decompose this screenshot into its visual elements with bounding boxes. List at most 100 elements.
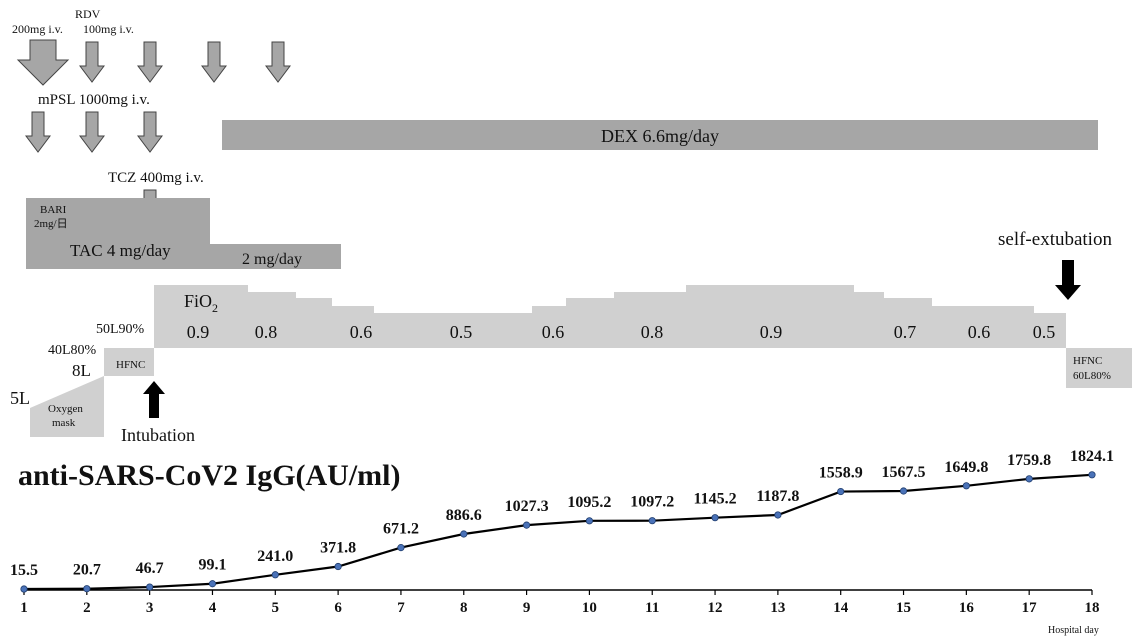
data-point: [20, 585, 28, 593]
o2-50l-label: 50L90%: [96, 322, 145, 337]
x-tick-label: 18: [1085, 600, 1100, 616]
data-label: 20.7: [73, 562, 101, 579]
down-arrow-icon: [137, 111, 163, 153]
oxygen-mask-label: Oxygen: [48, 403, 83, 415]
x-tick-label: 4: [209, 600, 217, 616]
x-tick-label: 9: [523, 600, 531, 616]
fio2-label: FiO2: [184, 291, 218, 315]
fio2-value-label: 0.9: [760, 322, 783, 342]
x-axis-label: Hospital day: [1048, 625, 1099, 636]
x-tick-label: 17: [1022, 600, 1038, 616]
data-point: [146, 583, 154, 591]
x-axis-ticks: 1 2 3 4 5 6 7 8 9 10 11 12 13 14 15 16 17 18: [20, 590, 1100, 616]
data-point: [1088, 471, 1096, 479]
hfnc-end-label: HFNC: [1073, 355, 1102, 367]
mpsl-group: mPSL 1000mg i.v.: [25, 92, 163, 153]
data-label: 1145.2: [693, 491, 736, 508]
data-point: [585, 517, 594, 525]
tac-bar-4mg: [26, 232, 210, 269]
down-arrow-icon: [79, 41, 105, 83]
x-tick-label: 1: [20, 600, 28, 616]
fio2-value-label: 0.9: [187, 322, 210, 342]
x-tick-label: 16: [959, 600, 975, 616]
data-point: [1025, 475, 1033, 483]
fio2-value-label: 0.6: [542, 322, 565, 342]
oxygen-group: 5L 8L 40L80% 50L90% Oxygen mask HFNC FiO…: [10, 229, 1132, 445]
tac-bar-2mg: [210, 244, 341, 269]
data-point: [522, 521, 531, 529]
o2-8l-label: 8L: [72, 361, 91, 380]
data-label: 1759.8: [1007, 452, 1051, 469]
o2-40l-label: 40L80%: [48, 343, 97, 358]
dex-bar: [222, 120, 1098, 150]
fio2-value-label: 0.6: [968, 322, 991, 342]
data-point: [460, 530, 468, 538]
x-tick-label: 7: [397, 600, 405, 616]
data-label: 886.6: [446, 507, 482, 524]
data-label: 1187.8: [756, 488, 799, 505]
x-tick-label: 2: [83, 600, 91, 616]
self-extubation-label: self-extubation: [998, 229, 1112, 250]
fio2-value-label: 0.5: [450, 322, 473, 342]
tcz-label: TCZ 400mg i.v.: [108, 170, 204, 186]
data-point: [83, 585, 91, 593]
fio2-values: 0.9 0.8 0.6 0.5 0.6 0.8 0.9 0.7 0.6 0.5: [187, 322, 1056, 342]
igg-line: [23, 473, 1093, 591]
o2-5l-label: 5L: [10, 388, 30, 408]
rdv-dose-first: 200mg i.v.: [12, 22, 63, 36]
data-label: 1649.8: [944, 459, 988, 476]
down-arrow-icon: [265, 41, 291, 83]
fio2-value-label: 0.7: [894, 322, 917, 342]
tac-label-4mg: TAC 4 mg/day: [70, 241, 171, 260]
data-point: [208, 580, 217, 588]
dex-label: DEX 6.6mg/day: [601, 126, 719, 146]
x-tick-label: 13: [770, 600, 785, 616]
data-point: [648, 517, 656, 525]
data-label: 1097.2: [630, 494, 674, 511]
down-arrow-icon: [201, 41, 227, 83]
fio2-value-label: 0.8: [255, 322, 278, 342]
hfnc-end-area: [1066, 348, 1132, 388]
x-tick-label: 14: [833, 600, 849, 616]
bari-label: BARI: [40, 204, 67, 216]
rdv-label: RDV: [75, 7, 101, 21]
x-tick-label: 8: [460, 600, 468, 616]
data-label: 1558.9: [819, 465, 863, 482]
data-label: 1027.3: [505, 498, 549, 515]
data-label: 1095.2: [567, 494, 611, 511]
fio2-area: [154, 285, 1066, 348]
down-arrow-icon: [79, 111, 105, 153]
down-arrow-icon: [16, 39, 70, 86]
oxygen-mask-area: [30, 376, 104, 437]
data-label: 241.0: [257, 548, 293, 565]
tac-label-2mg: 2 mg/day: [242, 251, 302, 268]
data-point: [774, 511, 782, 519]
x-tick-label: 6: [334, 600, 342, 616]
data-point: [837, 487, 845, 496]
igg-series: 15.5 20.7 46.7 99.1 241.0 371.8 671.2 886.6 1027…: [10, 448, 1114, 593]
data-label: 371.8: [320, 540, 356, 557]
data-label: 1824.1: [1070, 448, 1114, 465]
x-tick-label: 12: [708, 600, 723, 616]
fio2-value-label: 0.5: [1033, 322, 1056, 342]
x-tick-label: 15: [896, 600, 911, 616]
up-arrow-icon: [143, 381, 165, 418]
hfnc-label: HFNC: [116, 359, 145, 371]
down-arrow-icon: [137, 41, 163, 83]
data-point: [334, 562, 342, 571]
data-label: 99.1: [198, 557, 226, 574]
data-point: [397, 544, 405, 552]
down-arrow-icon: [25, 111, 51, 153]
x-tick-label: 11: [645, 600, 659, 616]
mpsl-label: mPSL 1000mg i.v.: [38, 92, 150, 108]
data-point: [962, 482, 970, 490]
data-label: 15.5: [10, 562, 38, 579]
down-arrow-icon: [1055, 260, 1081, 300]
data-label: 46.7: [136, 560, 164, 577]
rdv-dose-rest: 100mg i.v.: [83, 22, 134, 36]
x-tick-label: 5: [272, 600, 280, 616]
data-label: 1567.5: [882, 464, 926, 481]
bari-bar: [26, 198, 210, 232]
bari-dose: 2mg/日: [34, 218, 68, 230]
